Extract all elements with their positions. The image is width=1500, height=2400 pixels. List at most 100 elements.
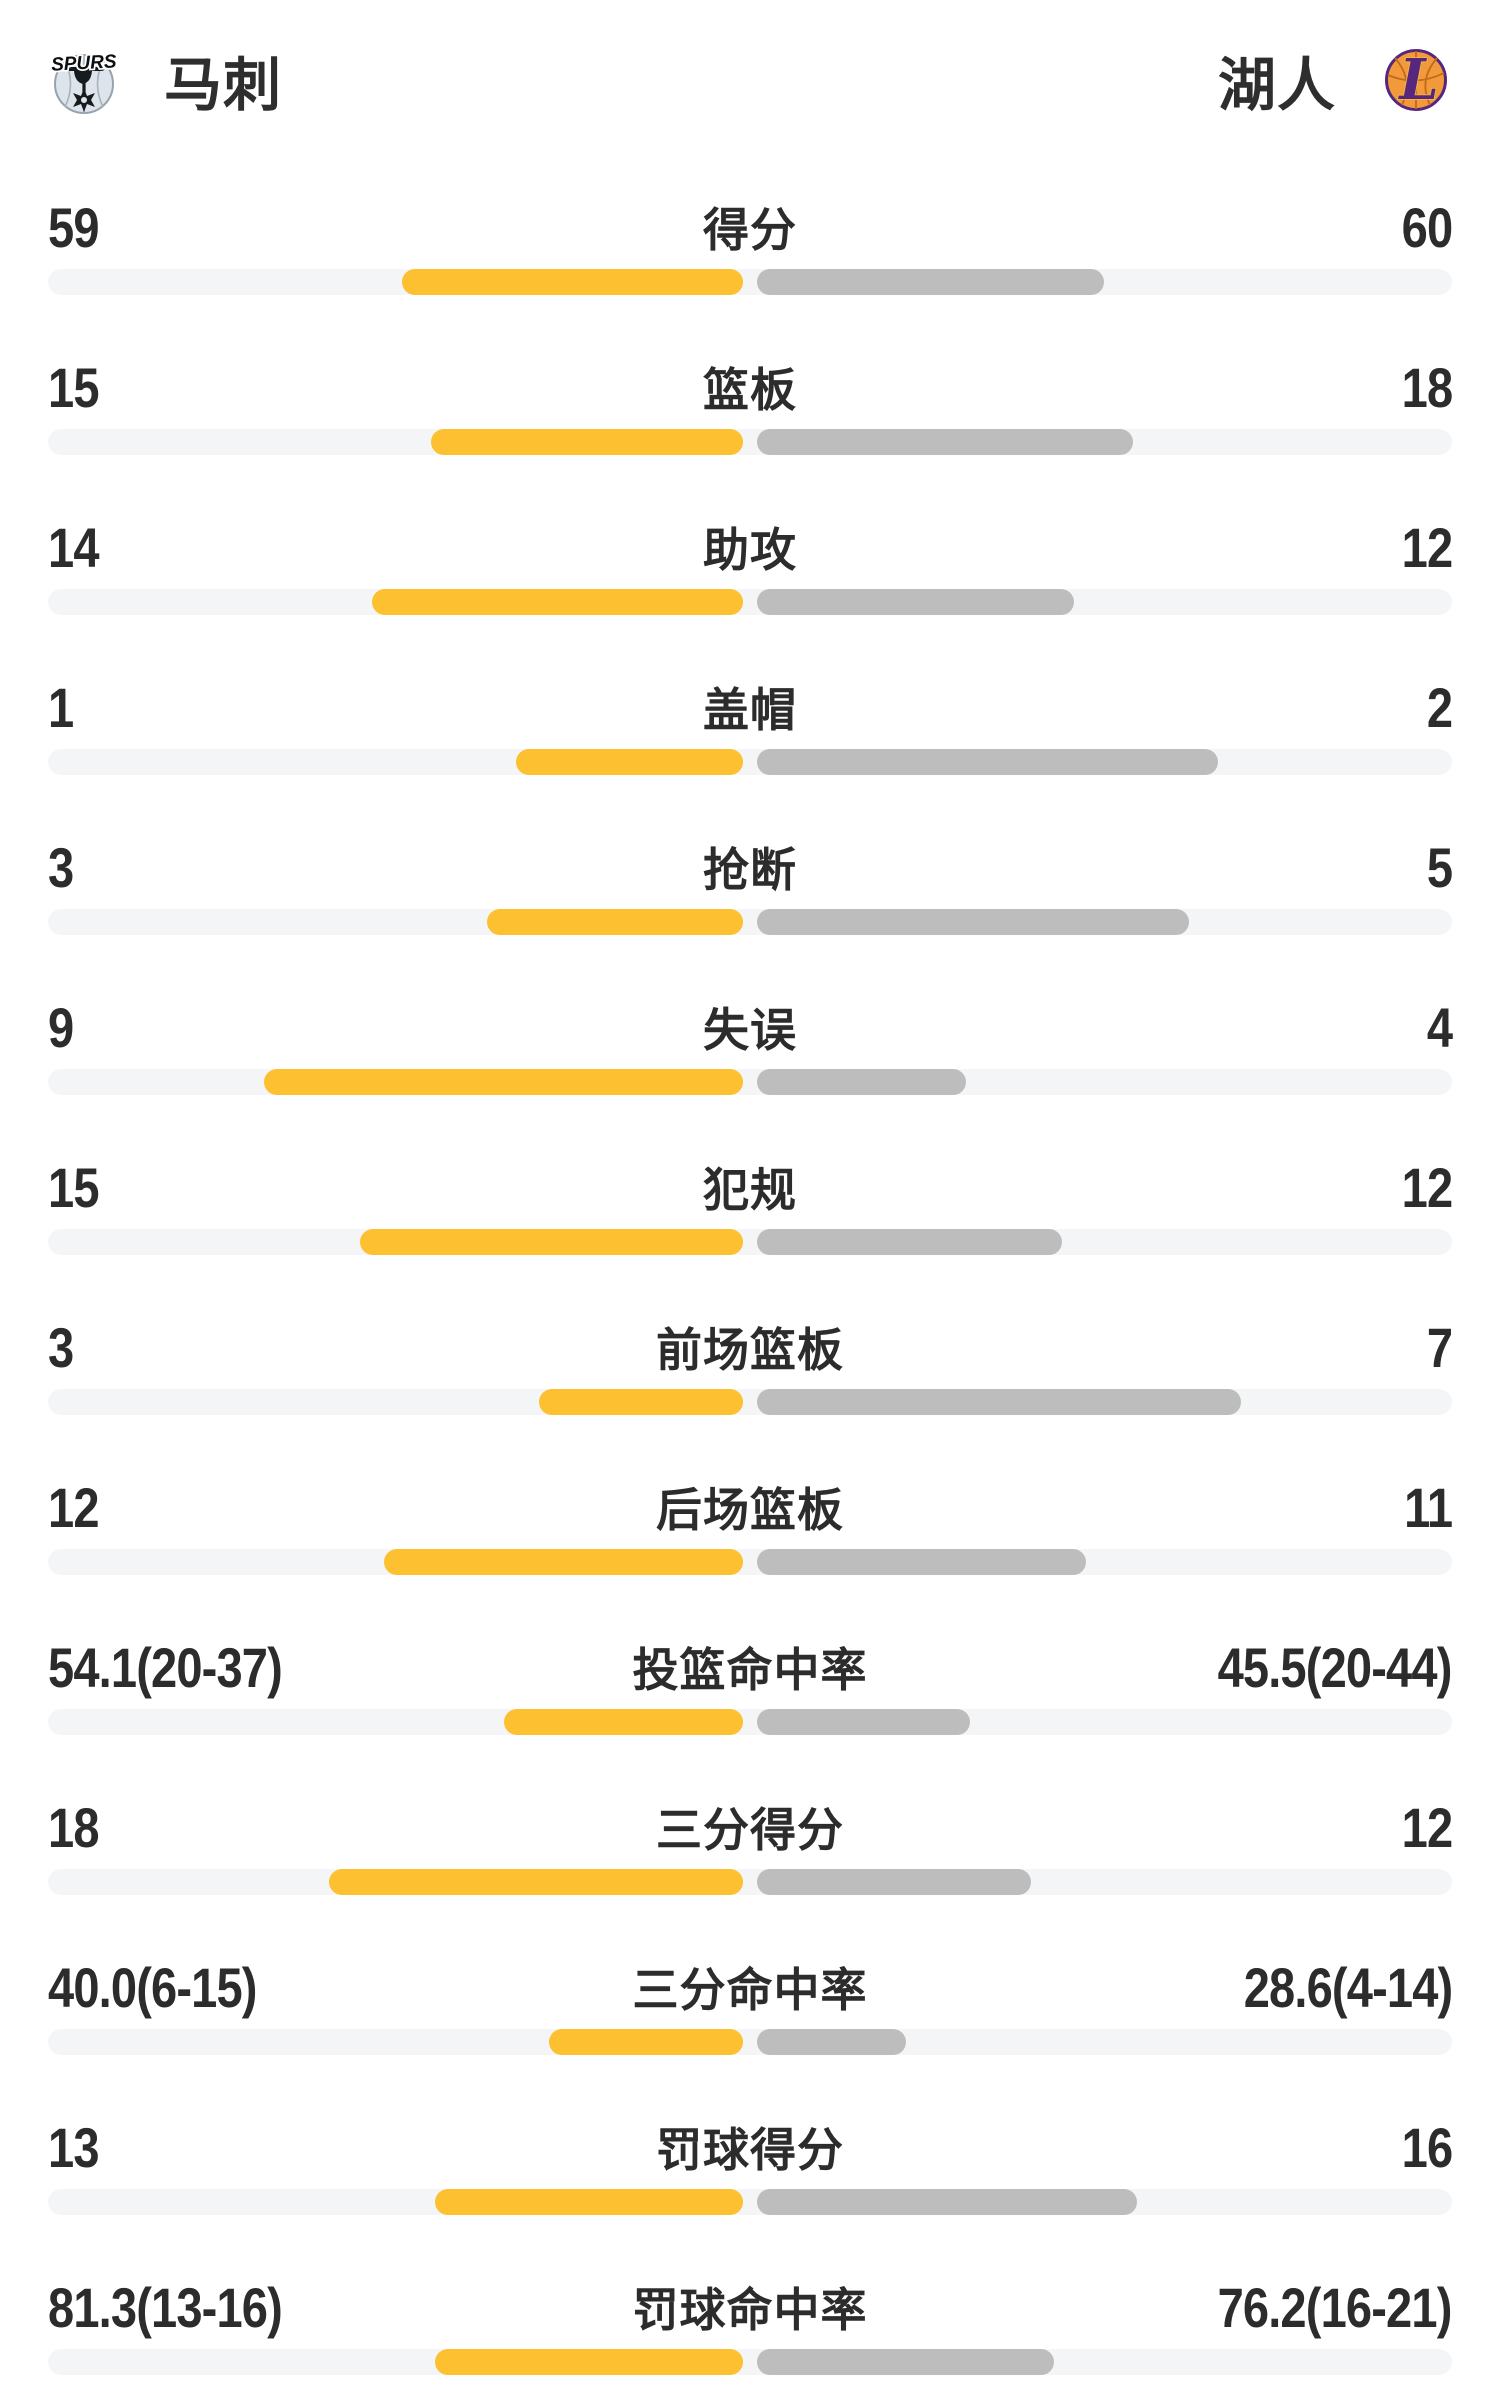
stat-row: 3 前场篮板 7	[0, 1280, 1500, 1440]
stat-label: 失误	[703, 1004, 797, 1056]
stat-row: 15 犯规 12	[0, 1120, 1500, 1280]
stat-row: 18 三分得分 12	[0, 1760, 1500, 1920]
stat-label: 助攻	[703, 524, 797, 576]
stat-row: 9 失误 4	[0, 960, 1500, 1120]
stat-bar-track	[48, 429, 1452, 455]
stat-bar-track	[48, 749, 1452, 775]
stat-bar-track	[48, 1229, 1452, 1255]
stat-right-value: 12	[1401, 515, 1452, 579]
stat-bar-track	[48, 1709, 1452, 1735]
stat-bar-right	[757, 2189, 1138, 2215]
stat-right-value: 12	[1401, 1795, 1452, 1859]
stat-left-value: 12	[48, 1475, 99, 1539]
stat-right-value: 45.5(20-44)	[1218, 1635, 1453, 1699]
stat-right-value: 60	[1401, 195, 1452, 259]
stat-label: 盖帽	[703, 684, 797, 736]
stat-label: 三分得分	[656, 1804, 844, 1856]
stat-label: 罚球命中率	[632, 2284, 868, 2336]
stat-bar-track	[48, 1549, 1452, 1575]
stat-bar-right	[757, 589, 1074, 615]
stat-left-value: 14	[48, 515, 99, 579]
stat-bar-track	[48, 2029, 1452, 2055]
stat-row: 14 助攻 12	[0, 480, 1500, 640]
stat-label: 抢断	[703, 844, 797, 896]
lakers-logo-icon: L	[1385, 46, 1447, 114]
stat-bar-right	[757, 2349, 1054, 2375]
stat-row: 40.0(6-15) 三分命中率 28.6(4-14)	[0, 1920, 1500, 2080]
stat-label: 三分命中率	[632, 1964, 868, 2016]
stat-bar-right	[757, 1229, 1062, 1255]
stat-right-value: 28.6(4-14)	[1243, 1955, 1452, 2019]
stat-right-value: 12	[1401, 1155, 1452, 1219]
stat-row: 59 得分 60	[0, 160, 1500, 320]
stat-right-value: 2	[1426, 675, 1453, 739]
stat-left-value: 18	[48, 1795, 99, 1859]
stat-bar-track	[48, 2349, 1452, 2375]
stat-row: 1 盖帽 2	[0, 640, 1500, 800]
spurs-logo-icon: SPURS	[49, 50, 119, 114]
stat-bar-track	[48, 1069, 1452, 1095]
stat-bar-left	[435, 2189, 743, 2215]
stat-bar-left	[328, 1869, 743, 1895]
stat-row: 3 抢断 5	[0, 800, 1500, 960]
stat-bar-track	[48, 2189, 1452, 2215]
stat-left-value: 9	[48, 995, 74, 1059]
stat-left-value: 54.1(20-37)	[48, 1635, 283, 1699]
team-left[interactable]: SPURS 马刺	[48, 38, 282, 122]
stats-list: 59 得分 60 15 篮板 18 14 助攻	[0, 160, 1500, 2400]
stat-label: 前场篮板	[656, 1324, 844, 1376]
stat-bar-left	[372, 589, 743, 615]
stat-bar-track	[48, 909, 1452, 935]
stat-bar-right	[757, 429, 1133, 455]
svg-text:L: L	[1397, 47, 1438, 113]
stat-bar-track	[48, 1869, 1452, 1895]
stat-bar-left	[503, 1709, 743, 1735]
stat-left-value: 1	[48, 675, 74, 739]
stat-row: 15 篮板 18	[0, 320, 1500, 480]
stat-bar-right	[757, 1869, 1031, 1895]
team-name-left: 马刺	[164, 53, 283, 118]
stat-bar-track	[48, 1389, 1452, 1415]
stat-bar-left	[430, 429, 743, 455]
stat-bar-right	[757, 1549, 1086, 1575]
stat-label: 篮板	[703, 364, 797, 416]
stat-right-value: 16	[1401, 2115, 1452, 2179]
stat-bar-left	[435, 2349, 743, 2375]
team-right[interactable]: 湖人 L	[1218, 38, 1452, 122]
stat-row: 12 后场篮板 11	[0, 1440, 1500, 1600]
stat-bar-left	[264, 1069, 743, 1095]
stat-label: 投篮命中率	[632, 1644, 868, 1696]
team-name-right: 湖人	[1217, 53, 1336, 118]
stat-right-value: 18	[1401, 355, 1452, 419]
stat-bar-right	[757, 269, 1104, 295]
stat-bar-left	[383, 1549, 743, 1575]
team-header: SPURS 马刺 湖人 L	[0, 0, 1500, 160]
stat-right-value: 5	[1426, 835, 1453, 899]
stat-bar-right	[757, 1389, 1242, 1415]
stat-right-value: 11	[1403, 1475, 1453, 1539]
stat-bar-right	[757, 749, 1218, 775]
stat-left-value: 40.0(6-15)	[48, 1955, 257, 2019]
stat-bar-right	[757, 909, 1189, 935]
stat-left-value: 3	[48, 835, 74, 899]
stat-left-value: 3	[48, 1315, 74, 1379]
stat-left-value: 15	[48, 355, 99, 419]
stat-row: 13 罚球得分 16	[0, 2080, 1500, 2240]
stat-bar-right	[757, 2029, 907, 2055]
stat-bar-left	[486, 909, 743, 935]
stat-left-value: 13	[48, 2115, 99, 2179]
stat-right-value: 76.2(16-21)	[1218, 2275, 1453, 2339]
stat-label: 犯规	[703, 1164, 797, 1216]
stat-row: 81.3(13-16) 罚球命中率 76.2(16-21)	[0, 2240, 1500, 2400]
svg-text:SPURS: SPURS	[51, 51, 118, 75]
stat-label: 得分	[703, 204, 797, 256]
stat-left-value: 59	[48, 195, 99, 259]
stat-bar-track	[48, 269, 1452, 295]
stat-right-value: 7	[1426, 1315, 1453, 1379]
stat-bar-track	[48, 589, 1452, 615]
stat-row: 54.1(20-37) 投篮命中率 45.5(20-44)	[0, 1600, 1500, 1760]
stat-bar-left	[516, 749, 743, 775]
stat-bar-left	[539, 1389, 743, 1415]
stat-bar-left	[401, 269, 743, 295]
